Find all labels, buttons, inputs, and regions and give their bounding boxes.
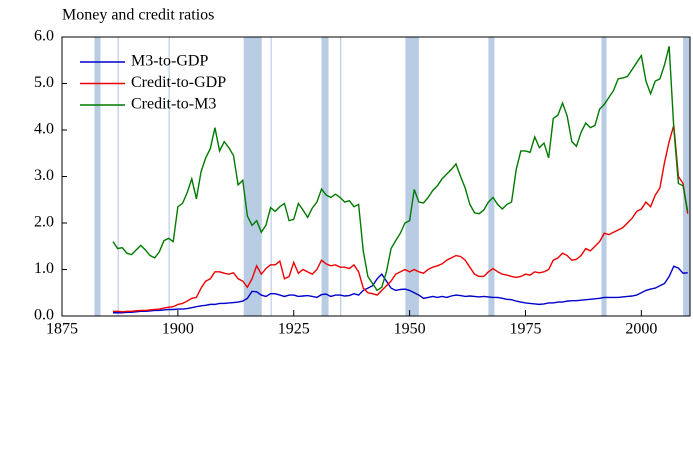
shaded-band	[117, 37, 119, 316]
shaded-band	[243, 37, 262, 316]
shaded-band	[270, 37, 272, 316]
y-tick-label: 2.0	[34, 214, 54, 231]
x-tick-label: 2000	[625, 321, 657, 338]
y-tick-label: 5.0	[34, 74, 54, 91]
y-tick-label: 1.0	[34, 260, 54, 277]
shaded-band	[683, 37, 690, 316]
shaded-band	[601, 37, 607, 316]
series-line	[112, 265, 688, 314]
x-tick-label: 1975	[509, 321, 541, 338]
series-line	[112, 46, 689, 292]
series-line	[112, 125, 689, 313]
shaded-band	[340, 37, 342, 316]
chart-title: Money and credit ratios	[62, 7, 214, 24]
y-tick-label: 4.0	[34, 121, 54, 138]
series-lines	[112, 46, 689, 314]
x-tick-label: 1950	[394, 321, 426, 338]
shaded-bands	[94, 37, 690, 316]
legend-label: M3-to-GDP	[131, 53, 208, 70]
shaded-band	[488, 37, 495, 316]
shaded-band	[405, 37, 419, 316]
y-tick-label: 0.0	[34, 307, 54, 324]
legend-label: Credit-to-GDP	[131, 74, 226, 91]
legend-label: Credit-to-M3	[131, 96, 216, 113]
legend: M3-to-GDP Credit-to-GDP Credit-to-M3	[80, 53, 226, 113]
x-tick-label: 1875	[46, 321, 78, 338]
y-tick-label: 6.0	[34, 28, 54, 45]
axes: 0.0 1.0 2.0 3.0 4.0 5.0 6.0 1875 1900 1925 1950 197…	[34, 28, 657, 338]
plot-frame	[61, 36, 691, 317]
x-tick-label: 1925	[278, 321, 310, 338]
shaded-band	[94, 37, 101, 316]
y-tick-label: 3.0	[34, 167, 54, 184]
shaded-band	[168, 37, 170, 316]
x-tick-label: 1900	[162, 321, 194, 338]
shaded-band	[321, 37, 329, 316]
